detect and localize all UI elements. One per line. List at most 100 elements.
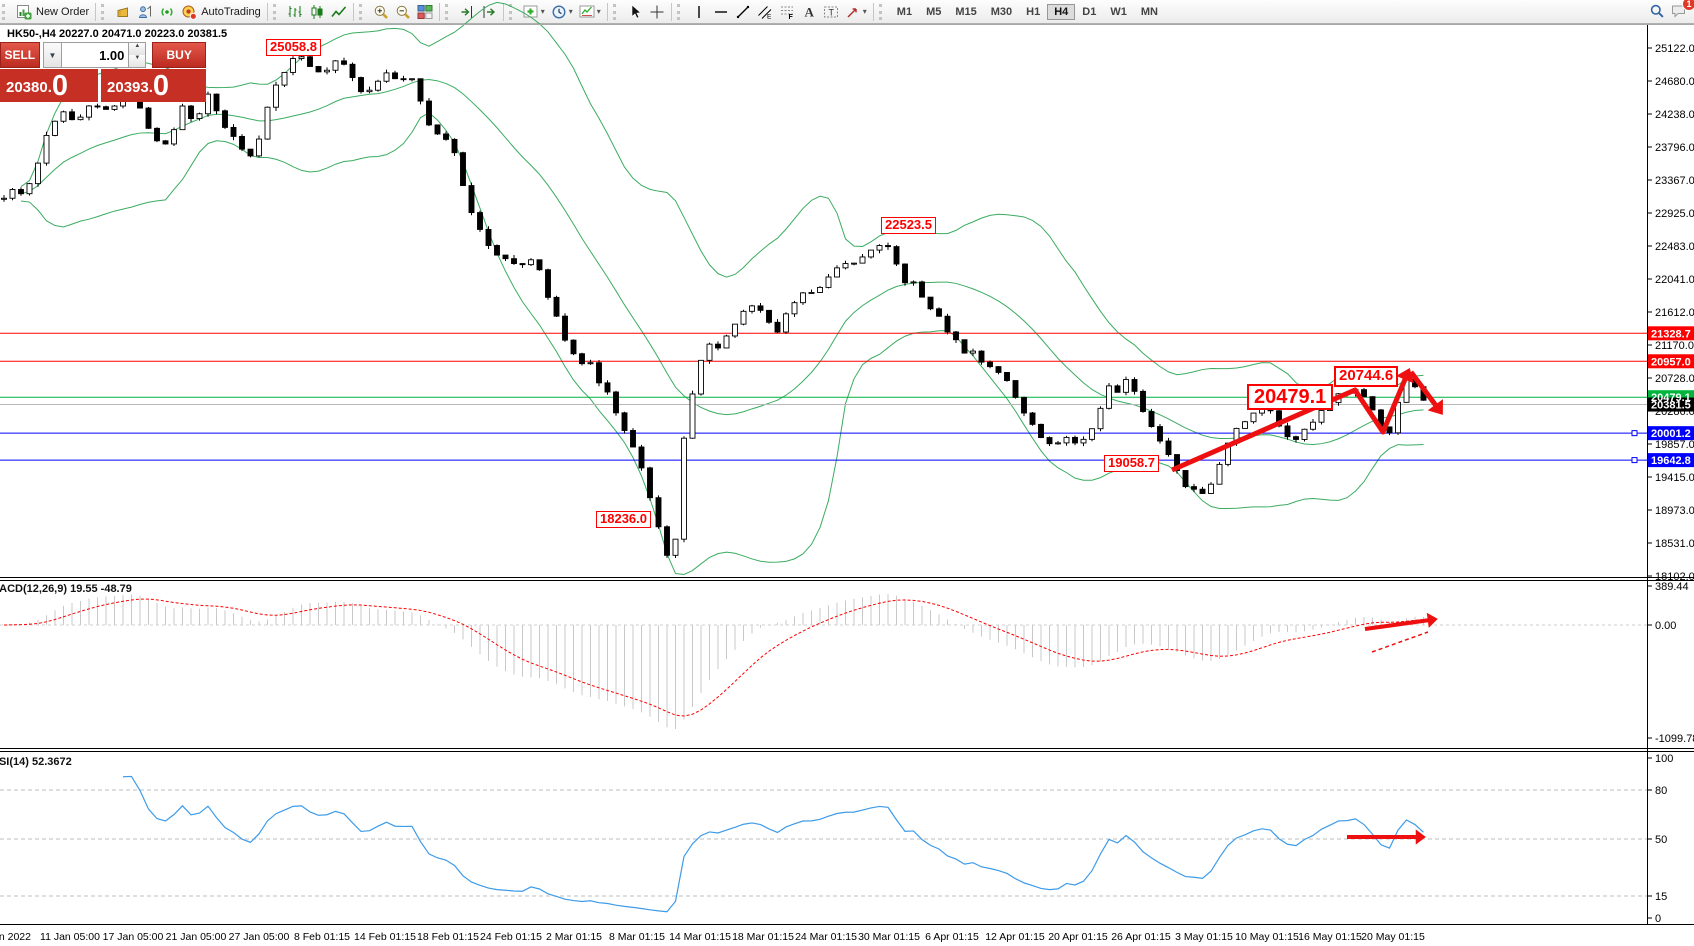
toolbar-history-button[interactable]: [112, 2, 134, 22]
chevron-down-icon[interactable]: ▾: [596, 7, 601, 16]
time-axis-label[interactable]: 10 May 01:15: [1235, 931, 1299, 943]
time-axis-label[interactable]: 14 Mar 01:15: [669, 931, 731, 943]
time-axis-label[interactable]: 6 Apr 01:15: [925, 931, 979, 943]
vertical-line-icon: [698, 5, 700, 18]
sell-button[interactable]: SELL: [0, 42, 40, 68]
time-axis-label[interactable]: 30 Mar 01:15: [858, 931, 920, 943]
toolbar-fibonacci-button[interactable]: F: [776, 2, 798, 22]
line-handle[interactable]: [1631, 430, 1638, 437]
toolbar-text-label-button[interactable]: T: [820, 2, 842, 22]
time-axis-label[interactable]: 20 May 01:15: [1361, 931, 1425, 943]
time-axis-label[interactable]: 26 Apr 01:15: [1111, 931, 1171, 943]
toolbar-cursor-button[interactable]: [624, 2, 646, 22]
notifications-button[interactable]: 1: [1668, 0, 1694, 21]
rsi-axis-label: 50: [1655, 834, 1667, 846]
timeframe-H1-button[interactable]: H1: [1026, 5, 1041, 18]
chevron-down-icon[interactable]: ▾: [862, 7, 867, 16]
line-handle[interactable]: [1631, 457, 1638, 464]
sell-price-big-digit: 0: [51, 70, 69, 102]
time-axis-label[interactable]: 17 Jan 05:00: [103, 931, 164, 943]
price-axis[interactable]: [1647, 47, 1694, 919]
volume-step-down-icon[interactable]: ▼: [129, 55, 146, 67]
toolbar-periods-button[interactable]: ▾: [548, 2, 576, 22]
search-button[interactable]: [1646, 1, 1668, 21]
chevron-down-icon[interactable]: ▾: [540, 7, 545, 16]
volume-step-up-icon[interactable]: ▲: [129, 43, 146, 55]
toolbar-vertical-line-button[interactable]: [688, 2, 710, 22]
time-axis-label[interactable]: an 2022: [0, 931, 31, 943]
toolbar-signal-button[interactable]: [156, 2, 178, 22]
timeframe-W1-button[interactable]: W1: [1110, 5, 1127, 18]
time-axis-label[interactable]: 18 Mar 01:15: [732, 931, 794, 943]
time-axis-label[interactable]: 16 May 01:15: [1298, 931, 1362, 943]
toolbar-crosshair-button[interactable]: [646, 2, 668, 22]
volume-stepper[interactable]: ▲ ▼: [129, 42, 147, 68]
annotation-arrow[interactable]: [1408, 370, 1440, 409]
time-axis-label[interactable]: 24 Mar 01:15: [795, 931, 857, 943]
toolbar-autotrading-button[interactable]: AutoTrading: [178, 2, 264, 22]
toolbar-trendline-button[interactable]: [732, 2, 754, 22]
time-axis-label[interactable]: 8 Mar 01:15: [609, 931, 665, 943]
price-callout-label[interactable]: 18236.0: [596, 511, 651, 528]
toolbar-grip: [508, 3, 517, 20]
toolbar-candlestick-chart-button[interactable]: [306, 2, 328, 22]
time-axis-label[interactable]: 8 Feb 01:15: [294, 931, 350, 943]
toolbar-channel-button[interactable]: E: [754, 2, 776, 22]
volume-input[interactable]: [62, 42, 130, 68]
new-order-icon: [17, 4, 32, 19]
buy-button[interactable]: BUY: [152, 42, 207, 68]
price-callout-label[interactable]: 22523.5: [881, 217, 936, 234]
price-callout-label[interactable]: 25058.8: [266, 39, 321, 56]
toolbar-market-watch-button[interactable]: [134, 2, 156, 22]
templates-icon: [579, 5, 595, 17]
time-axis-label[interactable]: 2 Mar 01:15: [546, 931, 602, 943]
timeframe-H4-button[interactable]: H4: [1047, 3, 1076, 20]
svg-text:A: A: [804, 4, 814, 19]
toolbar-bar-chart-button[interactable]: [284, 2, 306, 22]
annotation-arrow[interactable]: [1170, 376, 1409, 473]
time-axis-label[interactable]: 11 Jan 05:00: [40, 931, 100, 943]
price-callout-label[interactable]: 19058.7: [1104, 455, 1159, 472]
autotrading-icon: [182, 5, 198, 20]
toolbar-chart-shift-button[interactable]: [456, 2, 478, 22]
macd-signal-line: [3, 598, 1424, 717]
buy-price[interactable]: 20393. 0: [101, 69, 206, 102]
chevron-down-icon[interactable]: ▾: [568, 7, 573, 16]
toolbar-line-chart-button[interactable]: [328, 2, 350, 22]
bollinger-upper-band: [20, 1, 1424, 391]
time-axis-label[interactable]: 12 Apr 01:15: [985, 931, 1045, 943]
price-callout-label[interactable]: 20744.6: [1334, 366, 1399, 387]
timeframe-D1-button[interactable]: D1: [1082, 5, 1097, 18]
toolbar-zoom-in-button[interactable]: [370, 2, 392, 22]
toolbar-templates-button[interactable]: ▾: [576, 2, 604, 22]
time-axis-label[interactable]: 14 Feb 01:15: [354, 931, 416, 943]
time-axis-label[interactable]: 27 Jan 05:00: [229, 931, 290, 943]
time-axis-label[interactable]: 3 May 01:15: [1175, 931, 1233, 943]
time-axis-label[interactable]: 20 Apr 01:15: [1048, 931, 1108, 943]
toolbar-horizontal-line-button[interactable]: [710, 2, 732, 22]
timeframe-M15-button[interactable]: M15: [955, 5, 977, 18]
time-axis-label[interactable]: 18 Feb 01:15: [417, 931, 479, 943]
toolbar-grip: [878, 3, 887, 20]
toolbar-text-button[interactable]: A: [798, 2, 820, 22]
toolbar-shapes-button[interactable]: ▾: [842, 2, 870, 22]
timeframe-M1-button[interactable]: M1: [896, 5, 913, 18]
time-axis-label[interactable]: 24 Feb 01:15: [480, 931, 542, 943]
text-label-icon: T: [823, 6, 838, 17]
timeframe-M30-button[interactable]: M30: [990, 5, 1013, 18]
time-axis-label[interactable]: 21 Jan 05:00: [166, 931, 227, 943]
timeframe-M5-button[interactable]: M5: [926, 5, 942, 18]
macd-trend-dash-line[interactable]: [1371, 631, 1429, 653]
volume-dropdown-button[interactable]: ▼: [42, 42, 63, 68]
toolbar-grip: [676, 3, 685, 20]
bar-chart-icon: [288, 5, 302, 17]
price-callout-label[interactable]: 20479.1: [1247, 384, 1334, 411]
toolbar-new-order-button[interactable]: New Order: [13, 2, 92, 22]
toolbar-tile-windows-button[interactable]: [414, 2, 436, 22]
sell-price[interactable]: 20380. 0: [0, 69, 99, 102]
toolbar-zoom-out-button[interactable]: [392, 2, 414, 22]
annotation-arrow[interactable]: [1364, 618, 1431, 631]
toolbar-auto-scroll-button[interactable]: [478, 2, 500, 22]
timeframe-MN-button[interactable]: MN: [1140, 5, 1158, 18]
